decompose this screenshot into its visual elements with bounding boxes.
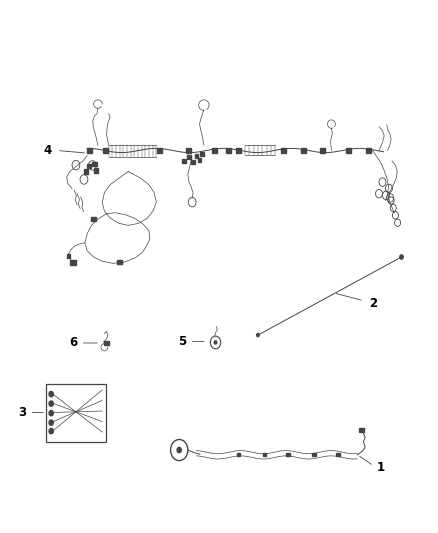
Bar — [312, 453, 316, 456]
Bar — [94, 168, 98, 173]
Bar — [366, 148, 371, 153]
Bar — [67, 254, 70, 257]
Bar — [117, 260, 122, 264]
Bar — [46, 384, 106, 442]
Bar — [87, 148, 92, 153]
Circle shape — [214, 341, 217, 344]
Bar — [236, 148, 241, 153]
Bar — [70, 260, 76, 265]
Text: 5: 5 — [178, 335, 187, 348]
Bar — [212, 148, 217, 153]
Bar — [359, 427, 364, 432]
Circle shape — [177, 447, 181, 453]
Bar — [92, 217, 96, 221]
Bar — [286, 453, 290, 456]
Text: 3: 3 — [18, 406, 27, 419]
Bar — [92, 161, 97, 166]
Circle shape — [49, 401, 53, 406]
Bar — [346, 148, 351, 153]
Bar — [103, 148, 108, 153]
Bar — [282, 148, 286, 153]
Bar — [301, 148, 306, 153]
Bar — [263, 453, 266, 456]
Circle shape — [400, 255, 403, 259]
Text: 2: 2 — [370, 297, 378, 310]
Bar — [186, 148, 191, 153]
Bar — [194, 154, 198, 158]
Bar — [200, 152, 204, 156]
Bar — [183, 159, 186, 163]
Circle shape — [49, 420, 53, 425]
Circle shape — [49, 392, 53, 397]
Circle shape — [257, 334, 259, 337]
Bar — [103, 341, 109, 345]
Text: 6: 6 — [69, 336, 78, 350]
Bar — [87, 164, 92, 168]
Circle shape — [49, 429, 53, 434]
Bar — [336, 453, 339, 456]
Bar — [198, 158, 201, 162]
Bar — [226, 148, 231, 153]
Bar — [187, 155, 191, 159]
Text: 4: 4 — [43, 144, 51, 157]
Text: 1: 1 — [377, 462, 385, 474]
Bar — [321, 148, 325, 153]
Bar — [84, 169, 88, 174]
Bar — [191, 160, 195, 164]
Bar — [157, 148, 162, 153]
Bar — [237, 453, 240, 456]
Circle shape — [49, 410, 53, 416]
